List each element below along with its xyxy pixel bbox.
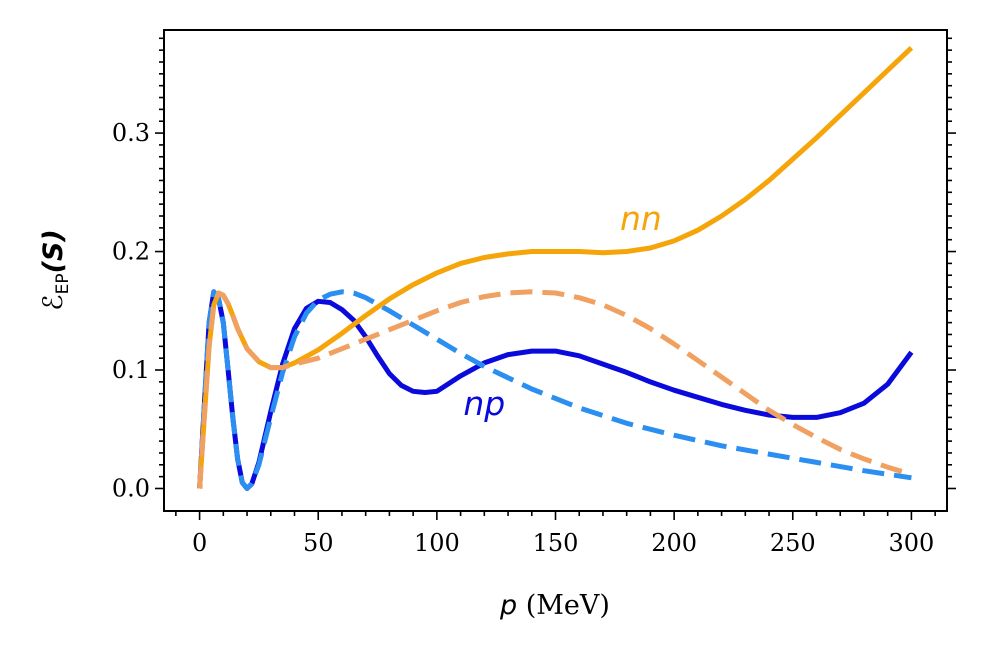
y-tick-label: 0.0	[112, 474, 150, 502]
x-axis-label: p (MeV)	[499, 590, 610, 621]
y-ticks: 0.0 0.1 0.2 0.3	[112, 37, 956, 502]
series-labels: np nn	[463, 199, 661, 423]
series-label-np: np	[463, 384, 505, 423]
x-tick-label: 200	[651, 529, 697, 557]
x-ticks: 0 50 100 150 200 250 300	[175, 511, 936, 557]
x-tick-label: 300	[889, 529, 935, 557]
series-layer	[197, 45, 914, 491]
y-tick-label: 0.3	[112, 119, 150, 147]
x-tick-label: 0	[192, 529, 207, 557]
y-tick-label: 0.1	[112, 356, 150, 384]
x-tick-label: 100	[414, 529, 460, 557]
series-nn-reference	[197, 289, 913, 489]
plot-frame	[163, 29, 948, 512]
y-axis-argument: (S)	[38, 229, 69, 273]
series-label-nn: nn	[620, 199, 662, 238]
x-tick-label: 250	[770, 529, 816, 557]
series-np-reference	[197, 289, 912, 491]
x-axis-unit: (MeV)	[517, 590, 610, 621]
x-tick-label: 150	[533, 529, 579, 557]
series-nn	[197, 45, 914, 489]
x-tick-label: 50	[303, 529, 334, 557]
x-axis-variable: p	[499, 590, 517, 621]
y-tick-label: 0.2	[112, 238, 150, 266]
y-axis-subscript: EP	[53, 273, 73, 294]
y-axis-label: ℰEP(S)	[38, 229, 73, 311]
y-axis-symbol: ℰ	[38, 294, 69, 310]
